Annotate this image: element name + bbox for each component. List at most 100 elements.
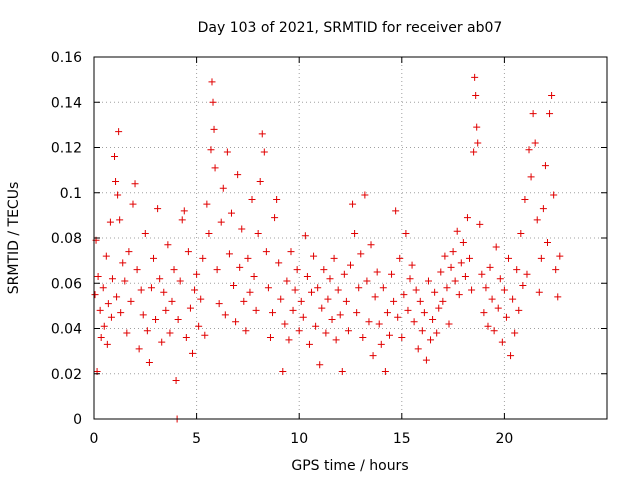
data-point [507, 352, 515, 360]
data-point [388, 270, 396, 278]
data-point [271, 214, 279, 222]
data-point [266, 334, 274, 342]
data-point [305, 340, 313, 348]
data-point [344, 327, 352, 335]
data-point [543, 239, 551, 247]
data-point [427, 336, 435, 344]
data-point [347, 261, 354, 269]
data-point [355, 284, 363, 292]
data-point [492, 243, 500, 251]
data-point [114, 191, 122, 199]
data-point [108, 275, 116, 283]
data-point [297, 297, 305, 305]
data-point [279, 367, 287, 375]
data-point [269, 309, 277, 317]
data-point [176, 277, 184, 285]
data-point [416, 297, 424, 305]
data-point [314, 284, 322, 292]
data-point [541, 162, 549, 170]
data-point [141, 229, 149, 237]
data-point [208, 78, 216, 86]
data-point [406, 275, 414, 283]
data-point [334, 286, 342, 294]
data-point [275, 259, 283, 267]
data-point [473, 123, 481, 131]
data-point [494, 304, 502, 312]
data-point [150, 254, 158, 262]
data-point [299, 313, 307, 321]
data-point [303, 272, 311, 280]
data-point [377, 340, 385, 348]
data-point [509, 295, 517, 303]
data-point [291, 286, 299, 294]
y-tick-label: 0.04 [51, 322, 82, 338]
data-point [373, 268, 381, 276]
data-point [246, 288, 254, 296]
data-point [254, 229, 262, 237]
data-point [277, 295, 285, 303]
data-point [381, 367, 389, 375]
data-point [252, 306, 260, 314]
data-point [219, 184, 227, 192]
data-point [308, 288, 316, 296]
data-point [164, 241, 172, 249]
data-point [398, 334, 406, 342]
y-tick-label: 0.06 [51, 276, 82, 292]
x-axis-ticks: 0 5 10 15 20 [90, 57, 513, 447]
data-point [310, 252, 318, 260]
data-point [113, 293, 121, 301]
data-point [273, 196, 281, 204]
data-point [326, 275, 334, 283]
data-point [207, 146, 215, 154]
data-point [351, 229, 359, 237]
data-point [422, 356, 430, 364]
data-point [156, 275, 164, 283]
data-point [324, 295, 332, 303]
data-point [166, 329, 174, 337]
data-point [123, 329, 131, 337]
data-point [470, 148, 478, 156]
data-point [195, 322, 203, 330]
data-point [539, 205, 547, 213]
data-point [264, 284, 272, 292]
data-point [111, 153, 119, 161]
data-point [225, 250, 233, 258]
y-axis-label: SRMTID / TECUs [6, 182, 22, 295]
data-point [433, 329, 441, 337]
data-point [500, 286, 508, 294]
data-point [139, 311, 147, 319]
data-point [484, 322, 492, 330]
data-point [96, 306, 104, 314]
data-point [244, 254, 252, 262]
data-point [429, 315, 437, 323]
data-point [340, 270, 348, 278]
y-tick-label: 0 [73, 412, 82, 428]
data-point [420, 309, 428, 317]
data-point [519, 282, 527, 290]
data-point [102, 252, 110, 260]
data-point [205, 229, 213, 237]
data-point [209, 98, 217, 106]
data-point [248, 196, 256, 204]
chart-title: Day 103 of 2021, SRMTID for receiver ab0… [198, 20, 503, 36]
data-point [435, 304, 443, 312]
data-point [117, 309, 125, 317]
data-point [523, 270, 531, 278]
data-point [502, 313, 510, 321]
data-point [106, 218, 114, 226]
data-point [390, 297, 398, 305]
data-point [168, 297, 176, 305]
data-point [131, 180, 139, 188]
data-point [533, 216, 541, 224]
data-point [546, 110, 554, 118]
data-point [392, 207, 400, 215]
data-point [203, 200, 211, 208]
data-point [172, 377, 180, 385]
data-point [437, 268, 445, 276]
data-point [158, 338, 166, 346]
data-point [162, 306, 170, 314]
data-point [125, 248, 133, 256]
data-point [554, 293, 562, 301]
data-point [230, 282, 238, 290]
